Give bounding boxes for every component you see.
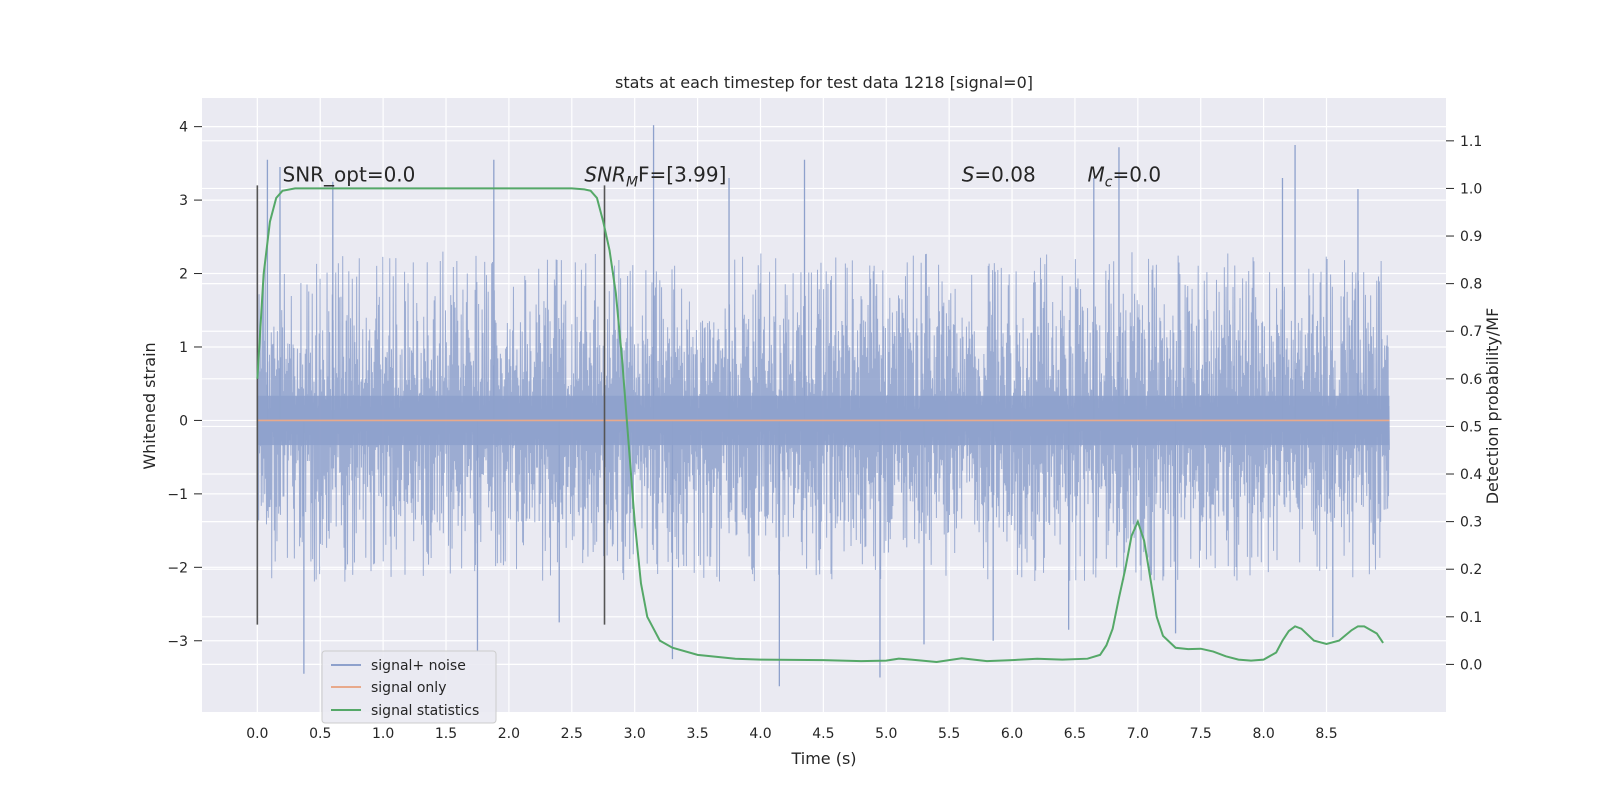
y-tick-label-right: 0.0 — [1460, 657, 1482, 673]
signal-statistics-line — [256, 187, 1384, 664]
y-tick-label-right: 0.3 — [1460, 515, 1482, 531]
annotation-spin: S=0.08 — [962, 162, 1036, 186]
legend-label-signal-statistics: signal statistics — [371, 703, 479, 719]
x-tick-label: 1.5 — [435, 726, 457, 742]
y-tick-label-right: 0.9 — [1460, 229, 1482, 245]
x-tick-label: 4.0 — [749, 726, 771, 742]
annotation-chirp-mass-value: =0.0 — [1112, 162, 1161, 186]
legend-frame — [321, 650, 497, 724]
x-tick-label: 0.5 — [309, 726, 331, 742]
x-tick-label: 3.5 — [686, 726, 708, 742]
y-tick-label-right: 1.0 — [1460, 181, 1482, 197]
annotation-chirp-mass-sub: c — [1105, 174, 1113, 190]
y-tick-label-left: 4 — [179, 120, 188, 136]
annotation-snr-opt: SNR_opt=0.0 — [283, 162, 416, 186]
annotation-snr-mf-main: SNR — [584, 162, 626, 186]
annotation-spin-value: =0.08 — [974, 162, 1035, 186]
x-tick-label: 6.5 — [1064, 726, 1086, 742]
axis-ticks: 0.0 0.5 1.0 1.5 2.0 2.5 3.0 3.5 4.0 4.5 5.0 5.5 6.0 6… — [167, 120, 1482, 742]
annotation-spin-var: S — [962, 162, 975, 186]
y-tick-label-right: 0.4 — [1460, 467, 1482, 483]
x-tick-label: 7.5 — [1190, 726, 1212, 742]
x-tick-label: 2.5 — [561, 726, 583, 742]
y-tick-label-right: 0.5 — [1460, 419, 1482, 435]
y-tick-label-right: 0.1 — [1460, 610, 1482, 626]
x-tick-label: 3.0 — [624, 726, 646, 742]
x-tick-label: 5.5 — [938, 726, 960, 742]
y-axis-label-right: Detection probability/MF — [1483, 308, 1502, 505]
x-tick-label: 4.5 — [812, 726, 834, 742]
x-tick-label: 6.0 — [1001, 726, 1023, 742]
y-tick-label-left: 0 — [179, 413, 188, 429]
x-tick-label: 1.0 — [372, 726, 394, 742]
x-tick-label: 2.0 — [498, 726, 520, 742]
x-tick-label: 0.0 — [246, 726, 268, 742]
annotation-chirp-mass-var: M — [1088, 162, 1105, 186]
legend: signal+ noise signal only signal statist… — [321, 650, 497, 724]
x-tick-label: 8.5 — [1315, 726, 1337, 742]
annotation-snr-mf: SNRMF=[3.99] — [584, 162, 726, 190]
vertical-markers — [256, 185, 606, 625]
y-tick-label-right: 0.8 — [1460, 277, 1482, 293]
y-tick-label-left: −1 — [167, 487, 188, 503]
y-tick-label-right: 0.6 — [1460, 372, 1482, 388]
y-tick-label-left: −3 — [167, 634, 188, 650]
y-tick-label-left: 3 — [179, 193, 188, 209]
y-tick-label-right: 0.7 — [1460, 324, 1482, 340]
legend-label-signal-noise: signal+ noise — [371, 658, 466, 674]
x-tick-label: 5.0 — [875, 726, 897, 742]
y-tick-label-right: 0.2 — [1460, 562, 1482, 578]
legend-label-signal-only: signal only — [371, 680, 446, 696]
y-tick-label-left: 1 — [179, 340, 188, 356]
series-signal-statistics — [256, 187, 1384, 664]
x-axis-label: Time (s) — [790, 749, 856, 768]
x-tick-label: 7.0 — [1127, 726, 1149, 742]
x-tick-label: 8.0 — [1252, 726, 1274, 742]
annotation-chirp-mass: Mc=0.0 — [1088, 162, 1162, 190]
chart-title: stats at each timestep for test data 121… — [615, 73, 1033, 92]
y-tick-label-left: −2 — [167, 560, 188, 576]
annotation-snr-mf-sub: M — [626, 174, 638, 190]
y-tick-label-left: 2 — [179, 267, 188, 283]
y-axis-label-left: Whitened strain — [140, 342, 159, 469]
y-tick-label-right: 1.1 — [1460, 134, 1482, 150]
annotation-snr-mf-tail: F=[3.99] — [638, 162, 726, 186]
